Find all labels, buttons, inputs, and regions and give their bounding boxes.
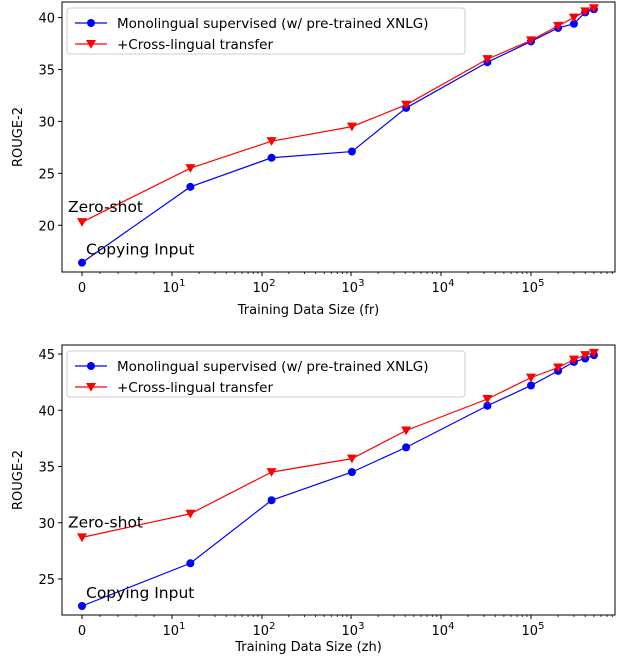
data-point [186,559,195,568]
data-point [553,21,564,31]
legend: Monolingual supervised (w/ pre-trained X… [66,7,466,55]
data-point [347,147,356,156]
y-tick-label: 35 [38,461,55,476]
series-2 [77,348,599,543]
legend-box [66,7,466,55]
plot-frame [61,344,616,616]
data-point [588,4,599,13]
annotation: Zero-shot [68,513,143,531]
legend: Monolingual supervised (w/ pre-trained X… [66,350,466,398]
data-point [568,13,579,23]
data-point [588,348,599,358]
legend-marker [86,40,96,49]
data-point [580,7,591,17]
data-point [78,602,86,610]
data-point [267,153,276,162]
data-point [78,258,86,267]
chart-2: 0 101 102 103 104 105 25 30 35 40 45 Training Data … [11,344,616,655]
x-tick-label: 103 [342,621,365,639]
data-point [402,443,411,452]
plot-frame [61,1,616,273]
data-point [569,19,578,28]
x-tick-label: 101 [163,621,186,639]
legend-marker [86,383,96,392]
y-tick-label: 40 [38,404,55,419]
y-axis-label: ROUGE-2 [11,107,26,167]
x-tick-label: 101 [163,278,186,296]
x-axis-label: Training Data Size (zh) [234,640,382,655]
x-tick-label: 105 [522,621,545,639]
y-tick-label: 45 [38,348,55,363]
data-point [483,401,492,410]
data-point [346,122,357,132]
data-point [347,468,356,477]
y-tick-label: 35 [38,64,55,79]
data-point [401,426,412,436]
data-point [553,363,564,373]
data-point [346,454,357,464]
y-tick-label: 25 [38,167,55,182]
legend-label: +Cross-lingual transfer [117,37,273,53]
legend-label: +Cross-lingual transfer [117,380,273,396]
data-point [185,509,196,519]
x-tick-label: 104 [432,278,455,296]
data-point [482,55,493,64]
legend-marker [87,362,95,370]
x-axis-label: Training Data Size (fr) [237,303,379,318]
data-point [526,373,536,383]
data-point [77,533,87,543]
annotation: Zero-shot [68,198,143,216]
legend-label: Monolingual supervised (w/ pre-trained X… [117,16,429,32]
data-point [186,182,195,191]
data-point [77,218,87,227]
annotation: Copying Input [86,240,194,258]
legend-label: Monolingual supervised (w/ pre-trained X… [117,359,429,375]
data-point [266,468,277,477]
y-tick-label: 25 [38,573,55,588]
x-tick-label: 104 [432,621,455,639]
x-tick-label: 0 [78,281,86,296]
x-tick-label: 105 [522,278,545,296]
data-point [526,36,536,46]
data-point [266,137,277,146]
y-tick-label: 30 [38,517,55,532]
x-tick-label: 0 [78,624,86,639]
data-point [185,164,196,173]
data-point [267,496,276,505]
annotation: Copying Input [86,584,194,602]
x-tick-label: 102 [253,278,276,296]
y-axis-label: ROUGE-2 [11,450,26,510]
x-tick-label: 103 [342,278,365,296]
data-point [568,355,579,365]
chart-1: 0 101 102 103 104 105 20 25 30 35 40 Training Data … [11,1,616,318]
data-point [482,395,493,404]
x-tick-label: 102 [253,621,276,639]
y-tick-label: 20 [38,219,55,234]
series-2 [77,4,599,227]
legend-box [66,350,466,398]
y-tick-label: 30 [38,115,55,130]
data-point [401,100,412,110]
data-point [580,351,591,360]
y-tick-label: 40 [38,12,55,27]
legend-marker [87,19,95,27]
data-point [527,381,535,390]
